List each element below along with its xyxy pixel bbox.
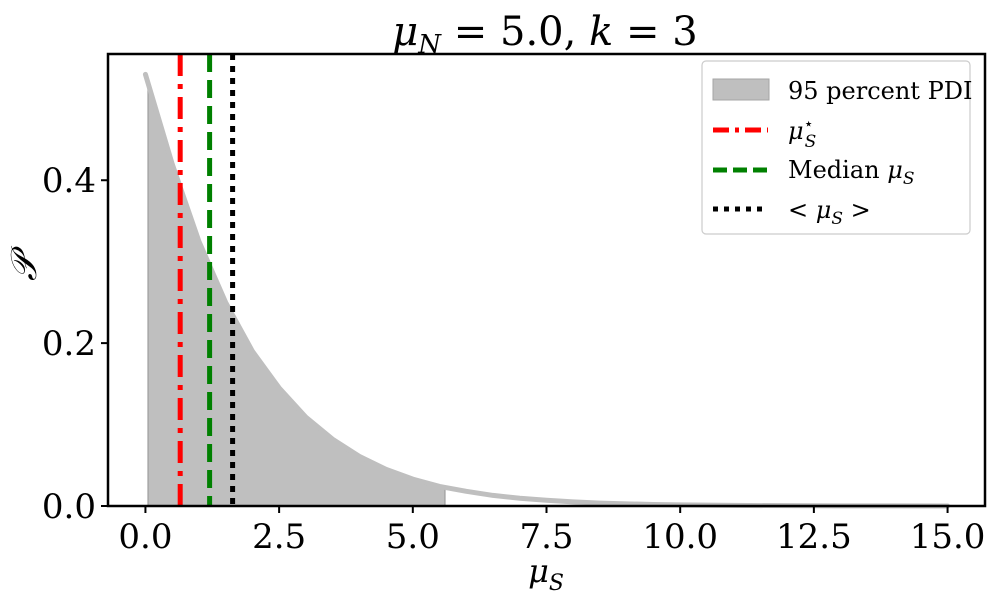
legend-pdi-label: 95 percent PDI: [788, 77, 972, 105]
y-tick-label: 0.4: [42, 161, 96, 201]
y-tick-label: 0.2: [42, 324, 96, 364]
title-mu: μ: [392, 9, 418, 55]
legend-mode-label: μ⋆ S: [788, 114, 816, 152]
legend-box: [701, 60, 971, 235]
legend-median-subscript: S: [903, 169, 915, 189]
chart-title: μN = 5.0, k = 3: [392, 9, 697, 60]
vlines-group: [177, 54, 236, 506]
legend-median-label: Median μS: [788, 156, 914, 189]
pdi-shaded-region: [147, 83, 446, 507]
pdi-area-group: [147, 83, 446, 507]
legend-mean-subscript: S: [831, 209, 843, 229]
legend-median-word: Median: [788, 156, 887, 184]
legend-mode-mu: μ: [788, 117, 804, 145]
x-ticks-group: 0.0 2.5 5.0 7.5 10.0 12.5 15.0: [118, 506, 985, 557]
legend: 95 percent PDI μ⋆ S Median μS < μS >: [701, 60, 972, 235]
title-k-value: = 3: [613, 9, 697, 55]
x-axis-label-mu: μ: [528, 552, 549, 590]
legend-pdi-swatch: [712, 78, 770, 101]
title-equals-value: = 5.0,: [441, 9, 589, 55]
legend-mean-lt: <: [788, 196, 816, 224]
y-tick-label: 0.0: [42, 487, 96, 527]
x-tick-label: 0.0: [118, 517, 172, 557]
y-ticks-group: 0.0 0.2 0.4: [42, 161, 108, 527]
x-tick-label: 2.5: [252, 517, 306, 557]
x-tick-label: 7.5: [519, 517, 573, 557]
x-tick-label: 12.5: [776, 517, 852, 557]
legend-mean-mu: μ: [816, 196, 832, 224]
title-mu-subscript: N: [417, 30, 442, 60]
legend-mode-subscript: S: [805, 132, 817, 152]
x-axis-label: μS: [528, 552, 564, 596]
x-tick-label: 15.0: [910, 517, 986, 557]
x-tick-label: 10.0: [642, 517, 718, 557]
title-k: k: [589, 9, 613, 55]
legend-mean-label: < μS >: [788, 196, 871, 229]
legend-mode-star: ⋆: [804, 114, 814, 133]
legend-mean-gt: >: [843, 196, 871, 224]
legend-median-mu: μ: [887, 156, 903, 184]
x-tick-label: 5.0: [386, 517, 440, 557]
y-axis-label: 𝒫: [4, 245, 45, 281]
x-axis-label-subscript: S: [549, 571, 564, 596]
